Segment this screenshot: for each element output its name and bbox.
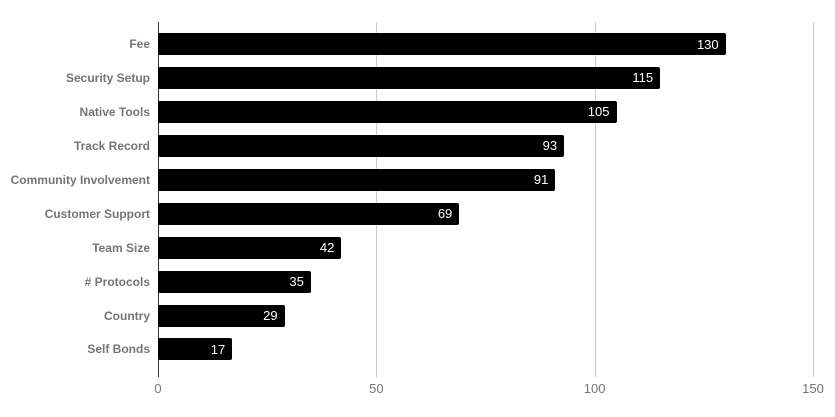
- bar-value-label: 35: [289, 274, 304, 290]
- bar-value-label: 29: [263, 308, 278, 324]
- gridline: [594, 22, 596, 377]
- bar-value-label: 115: [632, 70, 654, 86]
- bar[interactable]: 29: [158, 304, 285, 327]
- bar[interactable]: 42: [158, 236, 342, 259]
- x-axis-tick-label: 50: [369, 381, 384, 396]
- bar[interactable]: 93: [158, 134, 565, 157]
- gridline: [813, 22, 814, 377]
- gridline: [376, 22, 378, 377]
- category-label: Security Setup: [65, 70, 150, 85]
- x-axis-tick-label: 150: [802, 381, 824, 396]
- category-label: Fee: [129, 37, 150, 51]
- x-axis-tick-label: 0: [154, 381, 162, 396]
- category-label: Community Involvement: [10, 172, 150, 187]
- category-label: Self Bonds: [87, 342, 150, 357]
- x-axis-baseline: [158, 22, 159, 377]
- category-label: Native Tools: [79, 104, 150, 119]
- bar[interactable]: 35: [158, 270, 311, 293]
- category-label: Team Size: [92, 240, 150, 255]
- bar[interactable]: 69: [158, 202, 460, 225]
- bar[interactable]: 130: [158, 33, 726, 55]
- bar-value-label: 130: [696, 36, 719, 52]
- bar-value-label: 17: [210, 341, 226, 357]
- bar-value-label: 91: [533, 172, 549, 188]
- plot-area: 130 115 105 93 91 69 42 35 29 17: [158, 22, 814, 377]
- bar[interactable]: 115: [158, 66, 661, 89]
- bar-value-label: 105: [587, 104, 610, 120]
- category-label: Customer Support: [44, 206, 150, 221]
- bar[interactable]: 105: [158, 100, 617, 123]
- x-axis-tick-label: 100: [583, 381, 606, 396]
- bar[interactable]: 17: [158, 338, 233, 361]
- category-label: Track Record: [73, 138, 150, 153]
- bar-value-label: 42: [319, 240, 335, 256]
- category-label: # Protocols: [84, 274, 150, 289]
- bar[interactable]: 91: [158, 168, 556, 191]
- bar-value-label: 69: [437, 206, 453, 222]
- bar-value-label: 93: [542, 138, 558, 154]
- category-label: Country: [104, 308, 150, 323]
